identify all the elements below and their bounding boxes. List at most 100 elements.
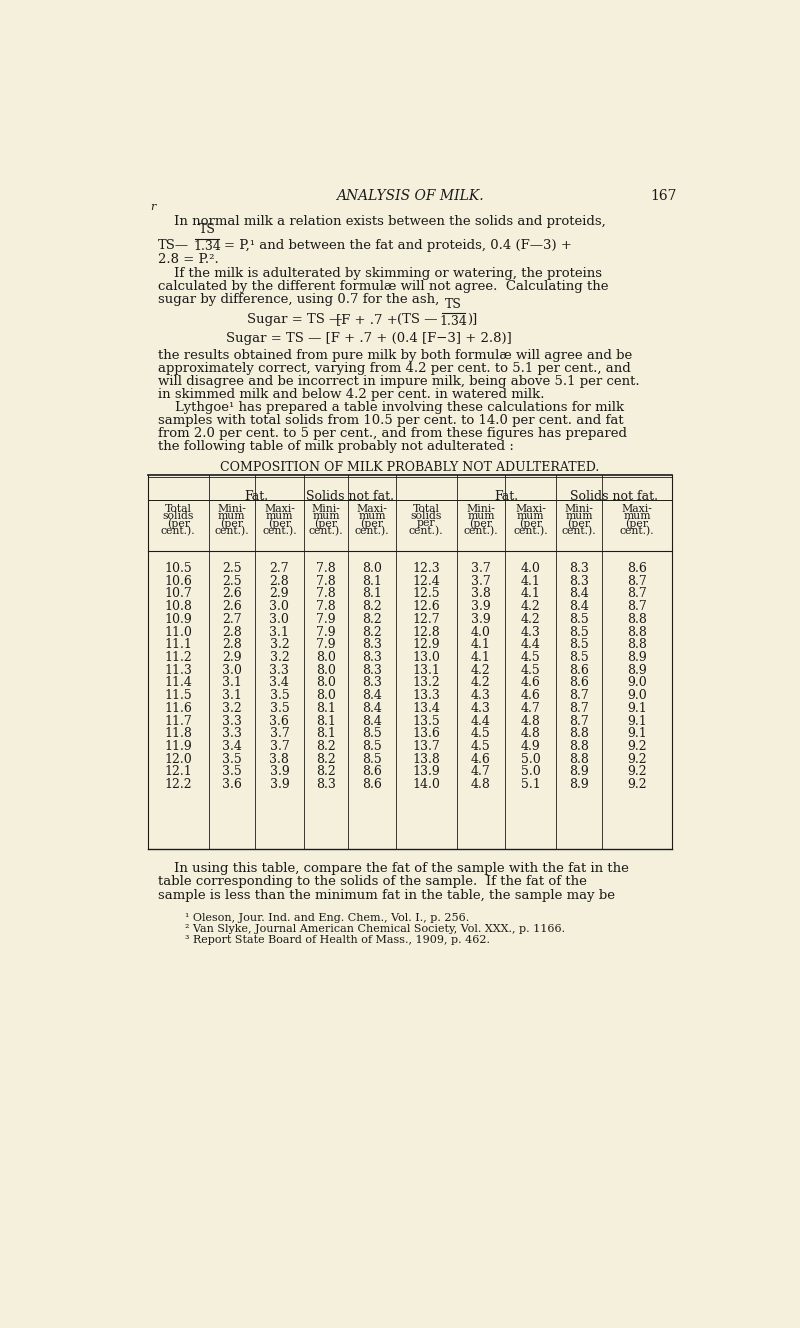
Text: 2.6: 2.6 <box>222 600 242 614</box>
Text: 2.5: 2.5 <box>222 562 242 575</box>
Text: 4.9: 4.9 <box>521 740 540 753</box>
Text: 11.7: 11.7 <box>165 714 192 728</box>
Text: 8.3: 8.3 <box>362 639 382 651</box>
Text: 9.2: 9.2 <box>627 753 647 766</box>
Text: cent.).: cent.). <box>309 526 343 535</box>
Text: cent.).: cent.). <box>620 526 654 535</box>
Text: 12.4: 12.4 <box>413 575 440 588</box>
Text: 3.9: 3.9 <box>270 778 290 791</box>
Text: 8.6: 8.6 <box>569 664 589 677</box>
Text: in skimmed milk and below 4.2 per cent. in watered milk.: in skimmed milk and below 4.2 per cent. … <box>158 388 545 401</box>
Text: 8.5: 8.5 <box>569 625 589 639</box>
Text: 12.6: 12.6 <box>413 600 440 614</box>
Text: 4.7: 4.7 <box>521 701 540 714</box>
Text: 8.8: 8.8 <box>627 625 647 639</box>
Text: 4.0: 4.0 <box>521 562 541 575</box>
Text: 13.6: 13.6 <box>412 728 440 740</box>
Text: 8.5: 8.5 <box>362 728 382 740</box>
Text: 2.5: 2.5 <box>222 575 242 588</box>
Text: 3.0: 3.0 <box>222 664 242 677</box>
Text: 12.5: 12.5 <box>413 587 440 600</box>
Text: 5.0: 5.0 <box>521 753 540 766</box>
Text: 8.8: 8.8 <box>569 728 589 740</box>
Text: Maxi-: Maxi- <box>264 503 295 514</box>
Text: 3.8: 3.8 <box>270 753 290 766</box>
Text: will disagree and be incorrect in impure milk, being above 5.1 per cent.: will disagree and be incorrect in impure… <box>158 374 640 388</box>
Text: 8.4: 8.4 <box>569 587 589 600</box>
Text: 10.8: 10.8 <box>164 600 192 614</box>
Text: 8.8: 8.8 <box>569 753 589 766</box>
Text: 8.4: 8.4 <box>362 714 382 728</box>
Text: cent.).: cent.). <box>562 526 596 535</box>
Text: 3.6: 3.6 <box>270 714 290 728</box>
Text: 8.3: 8.3 <box>362 676 382 689</box>
Text: 8.7: 8.7 <box>627 575 647 588</box>
Text: 8.7: 8.7 <box>569 689 589 703</box>
Text: ² Van Slyke, Journal American Chemical Society, Vol. XXX., p. 1166.: ² Van Slyke, Journal American Chemical S… <box>186 924 566 934</box>
Text: 12.0: 12.0 <box>165 753 192 766</box>
Text: sample is less than the minimum fat in the table, the sample may be: sample is less than the minimum fat in t… <box>158 888 615 902</box>
Text: 8.1: 8.1 <box>362 587 382 600</box>
Text: 11.4: 11.4 <box>164 676 192 689</box>
Text: mum: mum <box>312 511 340 521</box>
Text: 3.7: 3.7 <box>270 728 290 740</box>
Text: 8.3: 8.3 <box>316 778 336 791</box>
Text: 12.1: 12.1 <box>165 765 192 778</box>
Text: 5.1: 5.1 <box>521 778 540 791</box>
Text: TS—: TS— <box>158 239 190 252</box>
Text: 13.3: 13.3 <box>412 689 440 703</box>
Text: Mini-: Mini- <box>565 503 594 514</box>
Text: (per: (per <box>626 518 649 529</box>
Text: Mini-: Mini- <box>311 503 340 514</box>
Text: 10.7: 10.7 <box>165 587 192 600</box>
Text: 11.6: 11.6 <box>164 701 192 714</box>
Text: 13.2: 13.2 <box>413 676 440 689</box>
Text: 4.7: 4.7 <box>471 765 490 778</box>
Text: 8.5: 8.5 <box>362 753 382 766</box>
Text: 2.8 = P.².: 2.8 = P.². <box>158 254 219 267</box>
Text: 8.5: 8.5 <box>569 614 589 625</box>
Text: 4.6: 4.6 <box>521 689 541 703</box>
Text: 3.7: 3.7 <box>270 740 290 753</box>
Text: 8.9: 8.9 <box>627 664 647 677</box>
Text: 9.2: 9.2 <box>627 778 647 791</box>
Text: 8.1: 8.1 <box>316 728 336 740</box>
Text: cent.).: cent.). <box>409 526 443 535</box>
Text: 13.0: 13.0 <box>412 651 440 664</box>
Text: 7.8: 7.8 <box>316 587 336 600</box>
Text: Total: Total <box>165 503 192 514</box>
Text: 8.0: 8.0 <box>316 676 336 689</box>
Text: 12.3: 12.3 <box>413 562 440 575</box>
Text: 8.8: 8.8 <box>569 740 589 753</box>
Text: 8.0: 8.0 <box>316 664 336 677</box>
Text: 8.3: 8.3 <box>362 664 382 677</box>
Text: (per: (per <box>567 518 590 529</box>
Text: 13.7: 13.7 <box>413 740 440 753</box>
Text: 13.8: 13.8 <box>412 753 440 766</box>
Text: mum: mum <box>517 511 544 521</box>
Text: Mini-: Mini- <box>218 503 246 514</box>
Text: 3.5: 3.5 <box>222 765 242 778</box>
Text: 4.1: 4.1 <box>471 651 491 664</box>
Text: 4.3: 4.3 <box>521 625 541 639</box>
Text: 8.4: 8.4 <box>362 689 382 703</box>
Text: mum: mum <box>467 511 494 521</box>
Text: 3.1: 3.1 <box>222 689 242 703</box>
Text: 3.1: 3.1 <box>222 676 242 689</box>
Text: 4.4: 4.4 <box>471 714 491 728</box>
Text: 3.7: 3.7 <box>471 575 490 588</box>
Text: 5.0: 5.0 <box>521 765 540 778</box>
Text: cent.).: cent.). <box>262 526 297 535</box>
Text: (TS —: (TS — <box>397 313 438 327</box>
Text: 8.0: 8.0 <box>316 651 336 664</box>
Text: (per: (per <box>519 518 542 529</box>
Text: 8.2: 8.2 <box>316 753 336 766</box>
Text: solids: solids <box>162 511 194 521</box>
Text: 8.3: 8.3 <box>569 562 589 575</box>
Text: mum: mum <box>565 511 593 521</box>
Text: 8.9: 8.9 <box>627 651 647 664</box>
Text: 8.0: 8.0 <box>316 689 336 703</box>
Text: Sugar = TS —: Sugar = TS — <box>247 313 342 327</box>
Text: 8.7: 8.7 <box>569 714 589 728</box>
Text: 3.3: 3.3 <box>222 714 242 728</box>
